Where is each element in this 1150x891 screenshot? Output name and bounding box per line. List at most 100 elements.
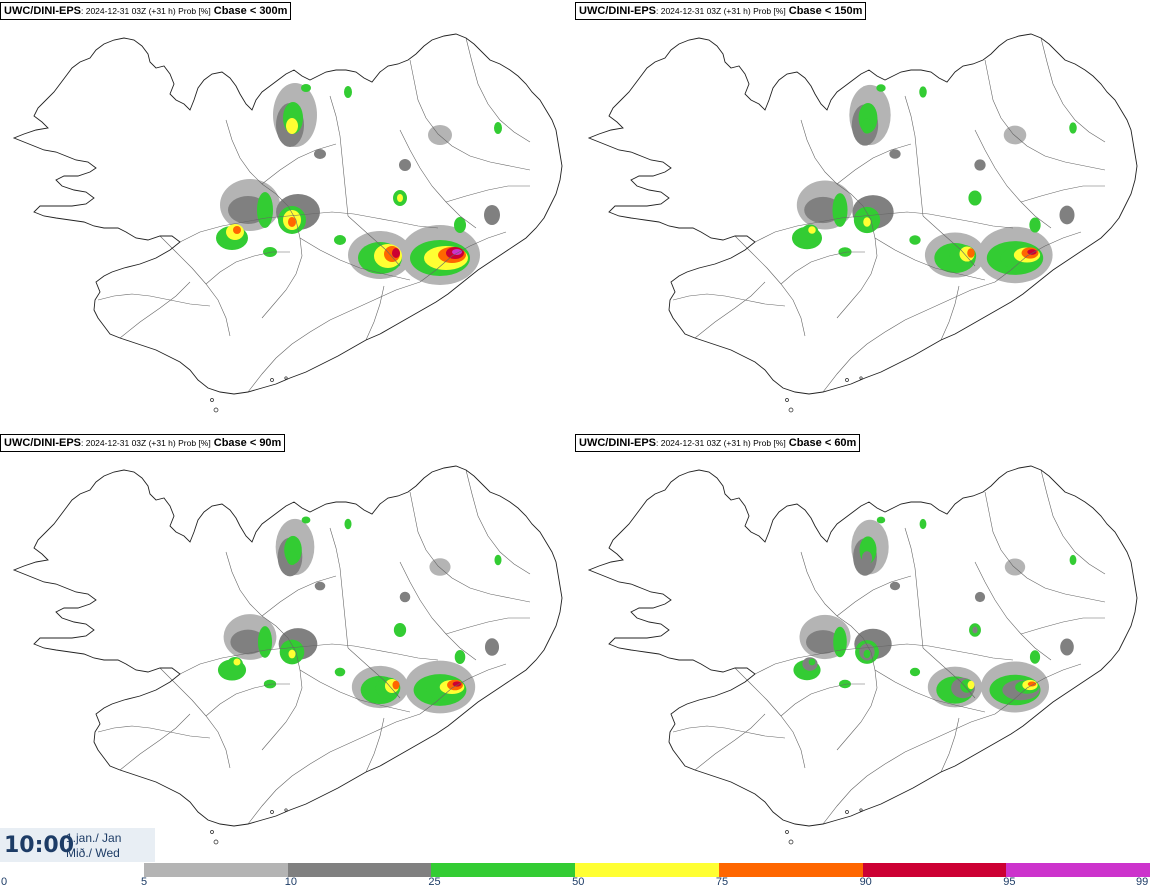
probability-area (334, 235, 346, 245)
probability-area (861, 118, 873, 134)
island (788, 407, 794, 413)
island (284, 808, 288, 812)
region-border (179, 643, 439, 675)
region-border (261, 143, 337, 185)
probability-area (452, 249, 462, 255)
scale-segment (287, 863, 432, 877)
probability-area (484, 205, 500, 225)
probability-area (876, 84, 886, 92)
probability-area (1004, 558, 1026, 576)
probability-area (876, 516, 886, 524)
probability-area (967, 680, 975, 690)
island (859, 376, 863, 380)
probability-area (334, 667, 346, 677)
region-border (994, 231, 1082, 283)
region-border (904, 95, 924, 217)
region-border (836, 575, 912, 617)
probability-area (428, 125, 452, 145)
probability-area (972, 626, 978, 634)
region-border (419, 231, 507, 283)
probability-area (1069, 554, 1077, 566)
valid-time-date: 1.jan./ Jan Mið./ Wed (66, 831, 122, 860)
probability-area (919, 86, 927, 98)
scale-tick: 25 (428, 876, 441, 888)
region-border (399, 561, 477, 661)
region-border (754, 643, 1014, 675)
probability-area (1027, 249, 1037, 255)
probability-area (833, 626, 847, 658)
region-border (874, 237, 986, 281)
probability-area (344, 518, 352, 530)
region-border (365, 717, 385, 773)
probability-area (399, 159, 411, 171)
panel-title: UWC/DINI-EPS: 2024-12-31 03Z (+31 h) Pro… (0, 2, 292, 20)
region-border (205, 683, 290, 717)
island (845, 810, 849, 814)
island (213, 407, 219, 413)
probability-area (397, 626, 403, 634)
probability-area (263, 679, 277, 689)
region-border (1040, 37, 1106, 143)
probability-area (397, 194, 403, 202)
scale-tick: 75 (715, 876, 729, 888)
region-border (974, 129, 1052, 229)
iceland-map (12, 465, 563, 845)
region-border (347, 647, 401, 699)
region-border (205, 251, 290, 285)
probability-area (301, 84, 311, 92)
scale-tick: 10 (284, 876, 297, 888)
map-panel-300m: UWC/DINI-EPS: 2024-12-31 03Z (+31 h) Pro… (0, 0, 575, 430)
region-border (694, 281, 766, 339)
probability-area (233, 226, 241, 234)
island (788, 839, 794, 845)
region-border (922, 215, 976, 267)
scale-tick: 5 (141, 876, 148, 888)
scale-segment (1006, 863, 1150, 877)
probability-area (257, 626, 273, 658)
probability-area (1029, 650, 1041, 664)
probability-area (889, 581, 901, 591)
probability-area (454, 649, 466, 665)
region-border (465, 37, 531, 143)
panel-title: UWC/DINI-EPS: 2024-12-31 03Z (+31 h) Pro… (0, 434, 286, 452)
region-border (800, 551, 878, 751)
region-border (672, 293, 786, 307)
panel-title: UWC/DINI-EPS: 2024-12-31 03Z (+31 h) Pro… (575, 434, 861, 452)
island (270, 378, 274, 382)
probability-area (838, 247, 852, 257)
panel-title: UWC/DINI-EPS: 2024-12-31 03Z (+31 h) Pro… (575, 2, 867, 20)
region-border (836, 143, 912, 185)
probability-color-scale: 0 5 10 25 50 75 90 95 99 (0, 862, 1150, 891)
region-border (247, 713, 421, 825)
probability-area (863, 649, 871, 659)
probability-area (1003, 125, 1027, 145)
probability-area (286, 118, 298, 134)
region-border (1040, 469, 1106, 575)
probability-area (1069, 122, 1077, 134)
scale-tick: 95 (1003, 876, 1016, 888)
iceland-map (587, 33, 1138, 413)
scale-tick: 90 (859, 876, 872, 888)
region-border (1020, 185, 1105, 203)
probability-area (494, 122, 502, 134)
island (785, 830, 789, 834)
region-border (984, 491, 1106, 603)
region-border (874, 669, 986, 713)
region-border (994, 663, 1082, 715)
probability-area (1060, 638, 1074, 656)
island (210, 398, 214, 402)
region-border (409, 491, 531, 603)
map-panel-90m: UWC/DINI-EPS: 2024-12-31 03Z (+31 h) Pro… (0, 432, 575, 862)
probability-area (484, 638, 500, 656)
region-border (974, 561, 1052, 661)
region-border (261, 575, 337, 617)
region-border (329, 527, 349, 649)
probability-area (230, 629, 266, 655)
scale-tick: 0 (1, 876, 8, 888)
island (785, 398, 789, 402)
region-border (694, 713, 766, 771)
region-border (465, 469, 531, 575)
valid-time-clock: 10:00 (4, 833, 75, 858)
probability-area (314, 581, 326, 591)
probability-area (909, 667, 921, 677)
